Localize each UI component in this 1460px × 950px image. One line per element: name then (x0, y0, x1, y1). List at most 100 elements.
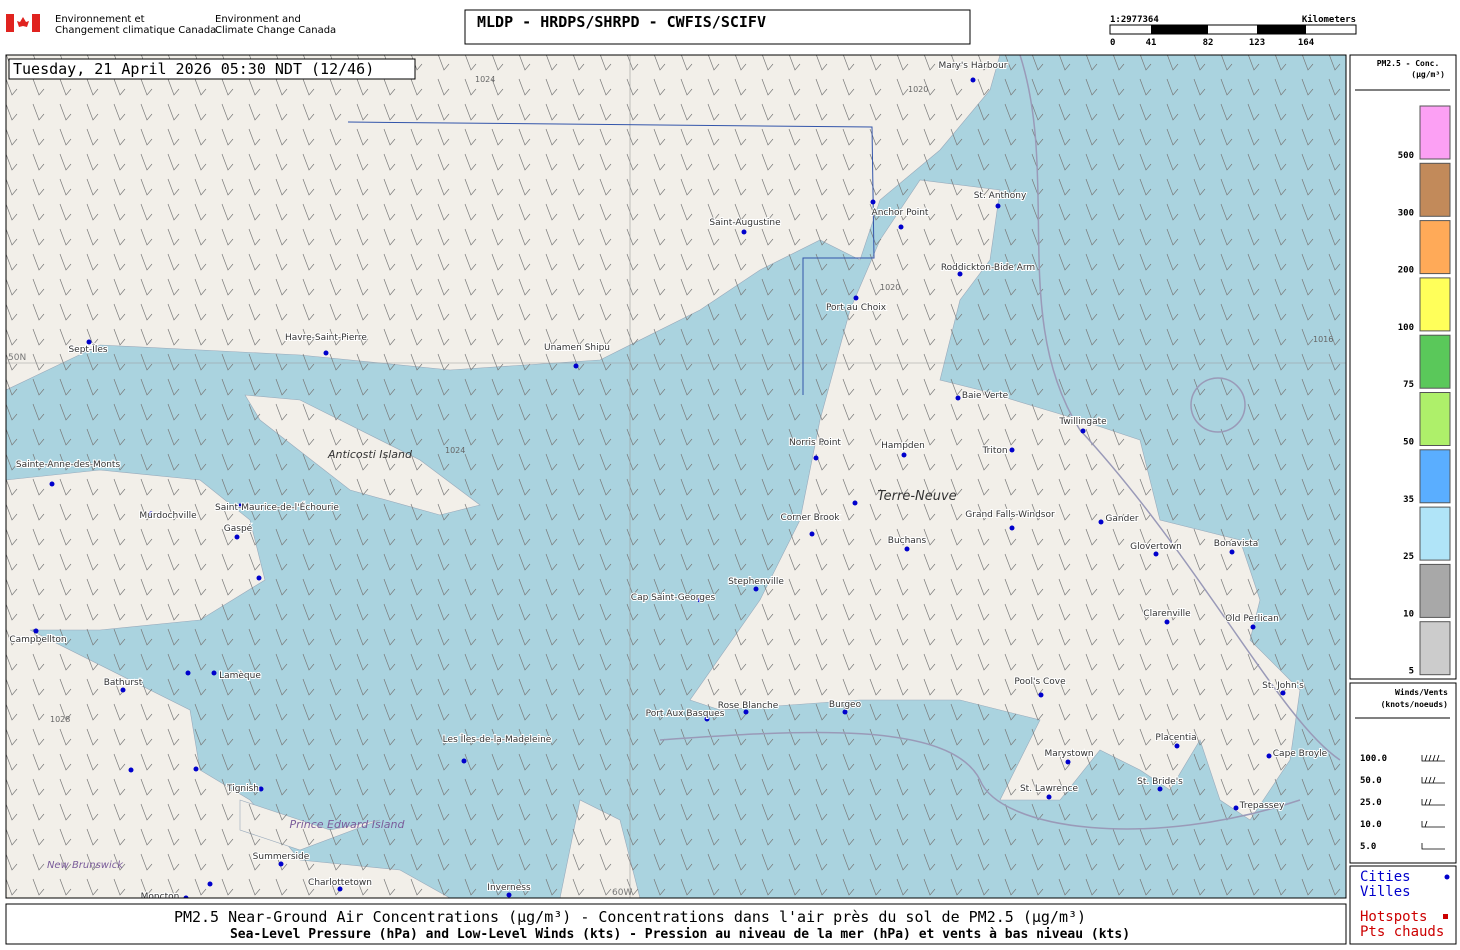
city-label: Port au Choix (826, 303, 887, 313)
city-label: Saint-Augustine (709, 218, 781, 228)
scale-ratio: 1:2977364 (1110, 15, 1159, 25)
city-dot (904, 546, 910, 552)
caption: Sea-Level Pressure (hPa) and Low-Level W… (230, 927, 1130, 942)
title: MLDP - HRDPS/SHRPD - CWFIS/SCIFV (477, 13, 766, 31)
city-label: Pool's Cove (1014, 677, 1066, 687)
city-label: Anchor Point (872, 208, 929, 218)
legend-swatch (1419, 621, 1451, 676)
scale-tick: 164 (1298, 38, 1315, 48)
wind-value: 25.0 (1360, 798, 1382, 808)
isobar-label: 1020 (880, 283, 900, 292)
grid-label: 50N (8, 353, 26, 363)
city-dot (1266, 753, 1272, 759)
city-dot (193, 766, 199, 772)
legend-swatch (1419, 162, 1451, 217)
scale-tick: 41 (1146, 38, 1157, 48)
city-label: Gander (1105, 514, 1138, 524)
city-label: Burgeo (829, 700, 862, 710)
legend-value: 35 (1403, 495, 1414, 505)
city-dot (506, 892, 512, 898)
scale-tick: 82 (1203, 38, 1214, 48)
city-dot (1080, 428, 1086, 434)
cities-label: Cities (1360, 869, 1411, 885)
city-dot (234, 534, 240, 540)
city-label: Moncton (141, 892, 180, 902)
grid-label: 60W (612, 888, 632, 898)
city-label: Bathurst (104, 678, 143, 688)
city-dot (120, 687, 126, 693)
legend-swatch (1419, 392, 1451, 446)
map-frame (5, 54, 1347, 899)
legend-value: 500 (1398, 151, 1414, 161)
isobar-label: 1024 (445, 446, 465, 455)
city-label: Triton (981, 446, 1007, 456)
wind-value: 5.0 (1360, 842, 1376, 852)
legend-title: (µg/m³) (1411, 70, 1445, 79)
city-label: Norris Point (789, 438, 841, 448)
city-label: Clarenville (1143, 609, 1191, 619)
city-label: Murdochville (139, 511, 197, 521)
city-label: St. Bride's (1137, 777, 1183, 787)
city-dot (743, 709, 749, 715)
city-dot (256, 575, 262, 581)
map: Mary's Harbour St. Anthony Anchor Point Sai… (6, 55, 1346, 902)
logo (6, 14, 40, 32)
city-dot (337, 886, 343, 892)
legend-value: 100 (1398, 323, 1414, 333)
legend-title: PM2.5 - Conc. (1377, 59, 1440, 68)
legend-value: 300 (1398, 208, 1414, 218)
city-dot (970, 77, 976, 83)
hotspot-symbol (1443, 914, 1448, 919)
org-fr: Changement climatique Canada (55, 25, 216, 36)
region-label: Terre-Neuve (877, 489, 956, 504)
isobar-label: 1020 (908, 85, 928, 94)
legend-value: 25 (1403, 552, 1414, 562)
region-label: New Brunswick (47, 860, 124, 871)
points-legend (1349, 865, 1457, 945)
scale-tick: 0 (1110, 38, 1115, 48)
wind-barb (1421, 820, 1445, 828)
wind-barb (1421, 776, 1445, 784)
city-label: Summerside (253, 852, 310, 862)
legend-swatch (1419, 563, 1451, 618)
city-label: Port Aux Basques (646, 709, 725, 719)
city-dot (852, 500, 858, 506)
cities-label: Villes (1360, 884, 1411, 900)
org-fr: Environnement et (55, 14, 145, 25)
city-label: St. John's (1262, 681, 1304, 691)
isobar-label: 1028 (50, 715, 70, 724)
city-label: St. Anthony (974, 191, 1027, 201)
city-label: Stephenville (728, 577, 784, 587)
city-label: Charlottetown (308, 878, 372, 888)
city-dot (461, 758, 467, 764)
wind-value: 50.0 (1360, 776, 1382, 786)
city-dot (573, 363, 579, 369)
city-label: Havre-Saint-Pierre (285, 333, 367, 343)
city-label: Trepassey (1239, 801, 1285, 811)
city-dot (955, 395, 961, 401)
city-label: Unamen Shipu (544, 343, 610, 353)
legend-swatch (1419, 277, 1451, 332)
wind-barb (1421, 843, 1445, 850)
city-label: Bonavista (1214, 539, 1258, 549)
wind-value: 10.0 (1360, 820, 1382, 830)
legend-value: 200 (1398, 266, 1414, 276)
city-dot (1009, 525, 1015, 531)
city-label: Campbellton (9, 635, 66, 645)
city-dot (86, 339, 92, 345)
city-dot (49, 481, 55, 487)
city-label: Hampden (881, 441, 925, 451)
city-dot (1065, 759, 1071, 765)
city-dot (1098, 519, 1104, 525)
wind-barb (1421, 754, 1445, 762)
city-dot (995, 203, 1001, 209)
city-label: Glovertown (1130, 542, 1182, 552)
legend-value: 5 (1409, 667, 1414, 677)
city-dot (901, 452, 907, 458)
city-dot (1157, 786, 1163, 792)
city-label: Gaspé (224, 523, 253, 534)
timestamp-box (8, 58, 416, 80)
hotspots-label: Pts chauds (1360, 924, 1444, 940)
city-dot (148, 511, 154, 517)
city-dot (898, 224, 904, 230)
